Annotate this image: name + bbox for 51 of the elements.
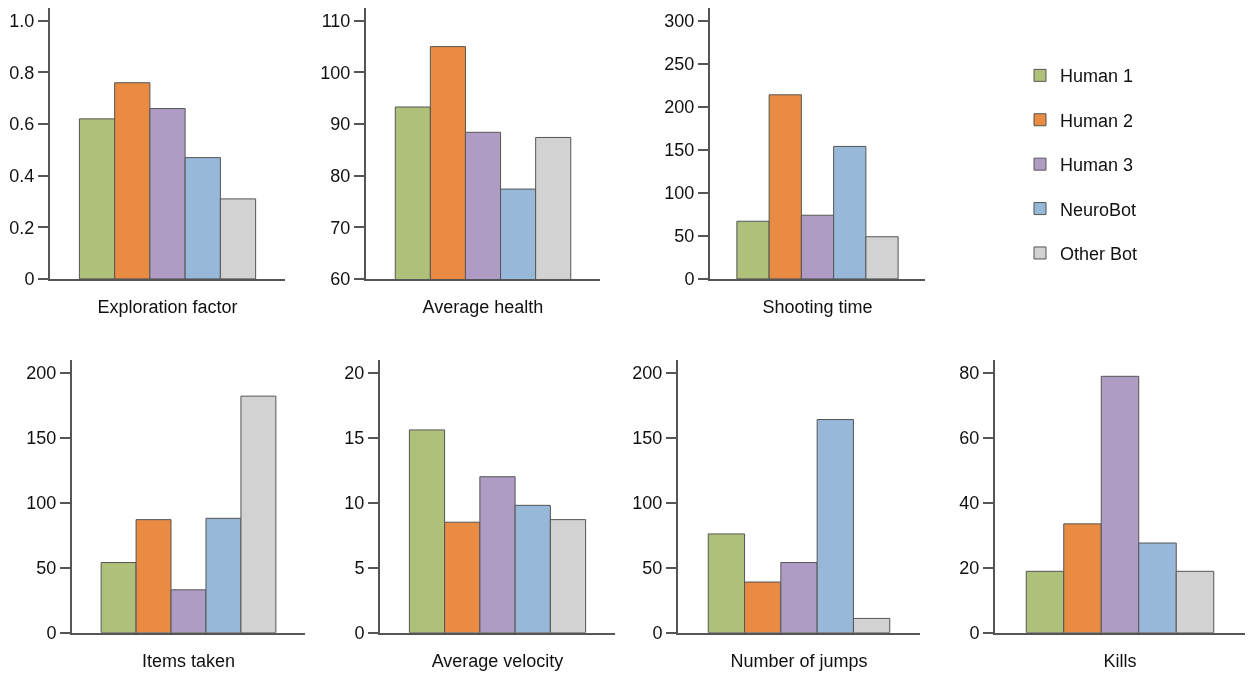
y-tick-label: 0 — [684, 269, 695, 290]
y-tick-label: 110 — [321, 11, 351, 32]
y-tick-label: 10 — [344, 493, 365, 514]
x-axis-title: Items taken — [141, 650, 236, 671]
y-tick-label: 0 — [652, 623, 663, 644]
y-tick-label: 0 — [354, 623, 365, 644]
x-axis-title: Average velocity — [431, 650, 564, 671]
y-tick-label: 200 — [26, 363, 57, 384]
y-tick-label: 50 — [674, 226, 695, 247]
y-tick-label: 200 — [664, 97, 695, 118]
y-tick-label: 150 — [26, 428, 57, 449]
y-tick-label: 5 — [354, 558, 365, 579]
y-tick-label: 1.0 — [9, 11, 35, 32]
y-tick-label: 0 — [969, 623, 980, 644]
y-tick-label: 100 — [320, 62, 351, 83]
legend-label: Human 2 — [1060, 110, 1134, 131]
legend-label: Human 1 — [1060, 66, 1134, 87]
y-tick-label: 40 — [959, 493, 980, 514]
y-tick-label: 60 — [330, 269, 351, 290]
y-tick-label: 50 — [36, 558, 57, 579]
y-tick-label: 80 — [959, 363, 980, 384]
y-tick-label: 0.4 — [9, 165, 35, 186]
y-tick-label: 20 — [344, 363, 365, 384]
y-tick-label: 0.2 — [9, 217, 35, 238]
y-tick-label: 0 — [46, 623, 57, 644]
y-tick-label: 0 — [24, 269, 35, 290]
legend-label: NeuroBot — [1060, 199, 1137, 220]
y-tick-label: 60 — [959, 428, 980, 449]
y-tick-label: 0.8 — [9, 62, 35, 83]
x-axis-title: Number of jumps — [730, 650, 868, 671]
x-axis-title: Average health — [422, 296, 544, 317]
y-tick-label: 250 — [664, 54, 695, 75]
y-tick-label: 20 — [959, 558, 980, 579]
y-tick-label: 70 — [330, 217, 351, 238]
y-tick-label: 100 — [632, 493, 663, 514]
x-axis-title: Exploration factor — [97, 296, 238, 317]
y-tick-label: 0.6 — [9, 114, 35, 135]
legend-label: Human 3 — [1060, 155, 1134, 176]
y-tick-label: 100 — [26, 493, 57, 514]
y-tick-label: 100 — [664, 183, 695, 204]
y-tick-label: 150 — [664, 140, 695, 161]
legend-label: Other Bot — [1060, 243, 1138, 264]
y-tick-label: 200 — [632, 363, 663, 384]
y-tick-label: 50 — [642, 558, 663, 579]
y-tick-label: 150 — [632, 428, 663, 449]
x-axis-title: Kills — [1103, 650, 1137, 671]
x-axis-title: Shooting time — [762, 296, 873, 317]
y-tick-label: 15 — [344, 428, 365, 449]
y-tick-label: 300 — [664, 11, 695, 32]
y-tick-label: 80 — [330, 165, 351, 186]
y-tick-label: 90 — [330, 114, 351, 135]
